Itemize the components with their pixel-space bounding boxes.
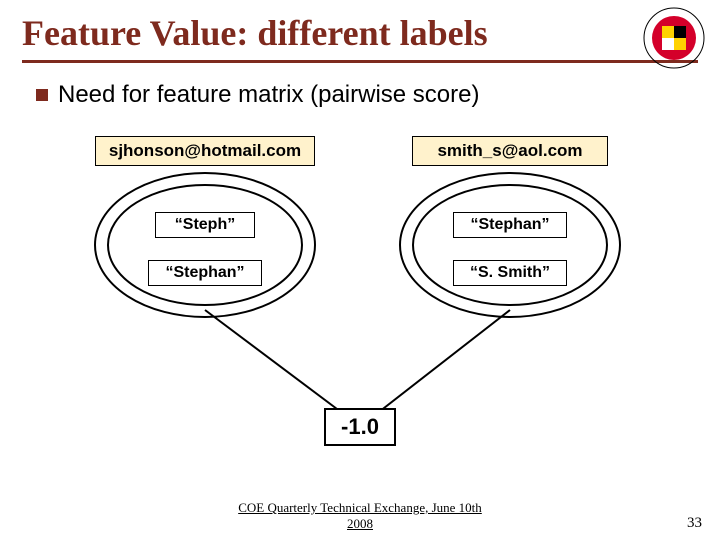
bullet-item: Need for feature matrix (pairwise score)	[0, 63, 720, 109]
diagram-area: sjhonson@hotmail.com smith_s@aol.com “St…	[0, 120, 720, 480]
score-box: -1.0	[324, 408, 396, 446]
right-alias-2: “S. Smith”	[453, 260, 567, 286]
left-alias-2: “Stephan”	[148, 260, 262, 286]
bullet-text: Need for feature matrix (pairwise score)	[58, 81, 479, 109]
left-alias-1: “Steph”	[155, 212, 255, 238]
right-alias-1: “Stephan”	[453, 212, 567, 238]
footer-line2: 2008	[347, 516, 373, 531]
umd-logo	[642, 6, 706, 70]
page-number: 33	[687, 515, 702, 532]
footer-line1: COE Quarterly Technical Exchange, June 1…	[238, 500, 482, 515]
bullet-marker-icon	[36, 89, 48, 101]
footer-text: COE Quarterly Technical Exchange, June 1…	[0, 500, 720, 532]
slide-title: Feature Value: different labels	[0, 0, 720, 54]
